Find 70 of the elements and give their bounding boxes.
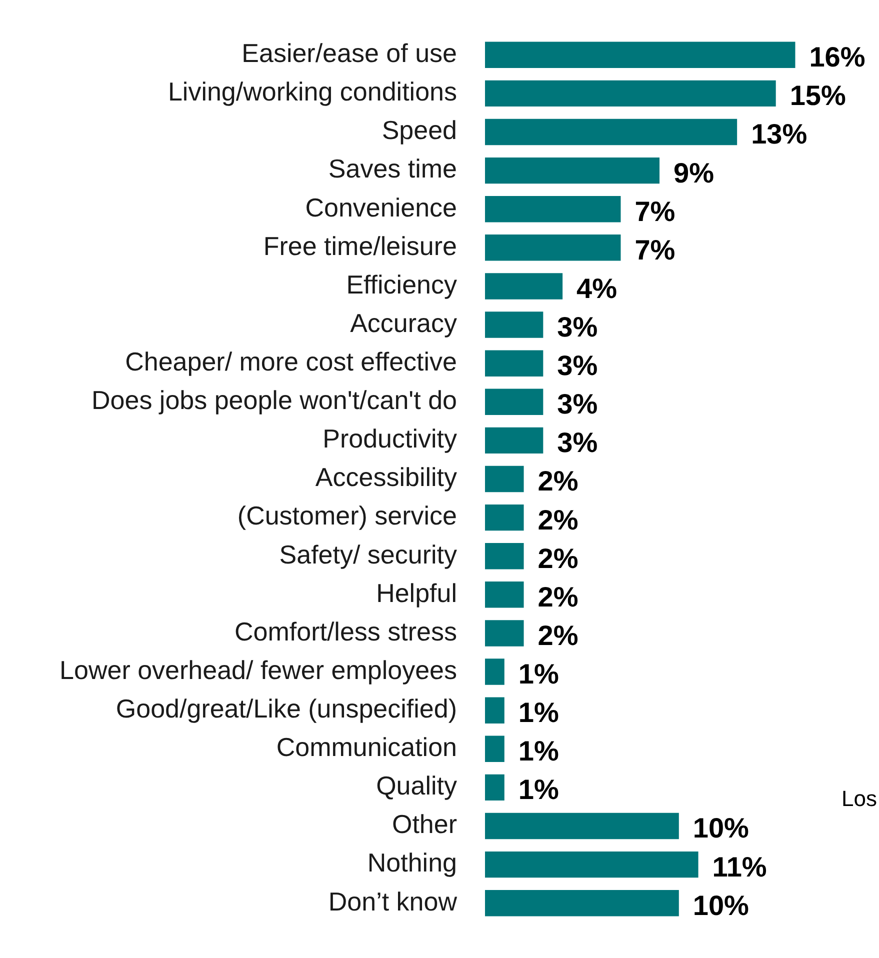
data-label: 10%: [692, 890, 750, 921]
y-tick-label: Efficiency: [346, 269, 457, 300]
bar: [485, 312, 544, 338]
data-label: 3%: [557, 350, 598, 382]
y-tick-label: Does jobs people won't/can't do: [92, 385, 457, 416]
y-tick-label: Saves time: [328, 154, 457, 184]
bar: [485, 620, 524, 646]
data-label: 13%: [751, 118, 808, 150]
data-label: 2%: [538, 620, 578, 651]
bar: [485, 427, 544, 454]
data-label: 7%: [634, 234, 676, 266]
y-tick-label: Lower overhead/ fewer employees: [60, 654, 457, 685]
bar: [485, 350, 544, 376]
y-tick-label: Communication: [276, 732, 457, 762]
y-tick-label: Don’t know: [328, 886, 458, 916]
data-label: 3%: [557, 388, 598, 420]
y-tick-label: Accuracy: [350, 308, 457, 338]
bar: [485, 388, 544, 415]
data-label: 9%: [674, 157, 714, 188]
bar: [485, 157, 660, 184]
y-tick-label: Convenience: [305, 192, 457, 222]
y-tick-label: (Customer) service: [237, 500, 457, 531]
y-tick-label: Helpful: [376, 578, 457, 608]
bar: [485, 582, 524, 608]
y-tick-label: Accessibility: [315, 462, 457, 492]
bar: [485, 697, 504, 724]
bar: [485, 80, 776, 107]
bar: [485, 504, 524, 531]
bar: [485, 196, 621, 222]
y-tick-label: Good/great/Like (unspecified): [116, 694, 457, 724]
data-label: 2%: [538, 466, 578, 497]
bar: [485, 890, 679, 916]
bar: [485, 234, 621, 261]
data-label: 16%: [809, 42, 866, 73]
data-label: 11%: [712, 851, 767, 882]
bar: [485, 851, 698, 878]
data-label: 2%: [538, 504, 578, 536]
data-label: 7%: [634, 196, 676, 227]
y-tick-label: Productivity: [322, 424, 457, 454]
bar: [485, 42, 796, 68]
data-label: 1%: [518, 736, 559, 767]
bar: [485, 273, 563, 300]
bar: [485, 736, 504, 762]
y-tick-label: Free time/leisure: [263, 230, 457, 261]
data-label: 3%: [557, 427, 598, 458]
data-label: 4%: [576, 272, 618, 304]
y-tick-label: Cheaper/ more cost effective: [125, 346, 457, 376]
y-tick-label: Quality: [376, 770, 457, 801]
y-tick-label: Living/working conditions: [168, 76, 457, 107]
data-label: 1%: [518, 697, 559, 728]
bar: [485, 543, 524, 570]
y-tick-label: Other: [392, 809, 458, 840]
y-tick-label: Nothing: [367, 848, 457, 878]
bar: [485, 658, 504, 685]
data-label: 3%: [557, 311, 598, 342]
data-label: 1%: [518, 774, 559, 806]
bar: [485, 774, 504, 801]
y-tick-label: Comfort/less stress: [234, 616, 457, 646]
data-label: 2%: [538, 581, 578, 612]
y-tick-label: Speed: [382, 115, 457, 146]
y-tick-label: Easier/ease of use: [242, 38, 457, 68]
data-label: 1%: [518, 658, 559, 690]
data-label: 10%: [692, 812, 750, 844]
data-label: 15%: [790, 80, 846, 112]
data-label: 2%: [538, 542, 578, 574]
bar: [485, 466, 524, 492]
bar: [485, 118, 738, 146]
bar: [485, 812, 679, 840]
y-tick-label: Safety/ security: [279, 539, 457, 570]
text: Los: [842, 786, 877, 812]
